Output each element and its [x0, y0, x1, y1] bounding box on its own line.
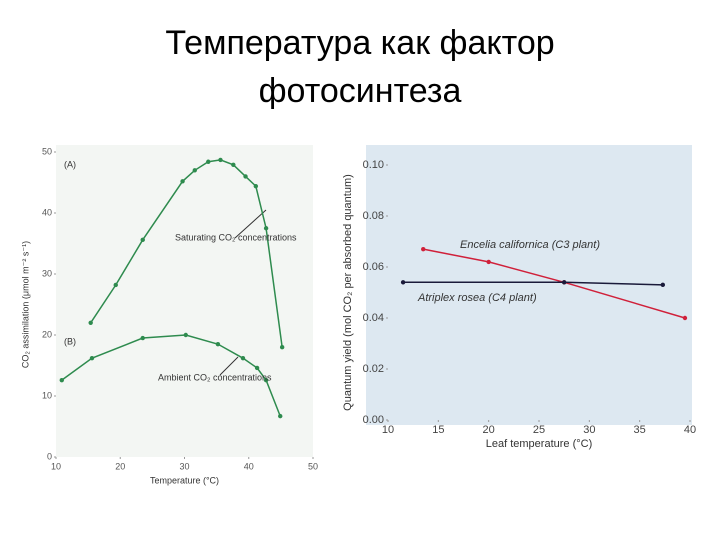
plot-background	[56, 145, 313, 457]
data-point	[180, 179, 185, 184]
series-label: Atriplex rosea (C4 plant)	[417, 292, 537, 304]
series-label: Ambient CO₂ concentrations	[158, 372, 272, 382]
x-tick-label: 30	[179, 461, 189, 471]
annotation: (B)	[64, 336, 76, 346]
data-point	[140, 237, 145, 243]
series-line	[423, 248, 686, 319]
y-tick-label: 0	[47, 451, 52, 461]
data-point	[113, 282, 118, 288]
x-tick-label: 30	[583, 424, 595, 436]
y-tick-label: 40	[42, 207, 52, 217]
leader-line	[219, 356, 239, 376]
data-point	[218, 157, 223, 163]
x-tick-label: 50	[308, 461, 318, 471]
data-point	[231, 162, 236, 168]
data-point	[682, 315, 688, 321]
y-tick-label: 0.00	[363, 414, 384, 426]
x-axis-label: Temperature (°C)	[150, 475, 219, 485]
data-point	[263, 377, 269, 383]
data-point	[279, 345, 285, 350]
data-point	[253, 183, 259, 189]
leader-line	[234, 209, 267, 239]
plot-background	[366, 145, 692, 425]
slide-title: фотосинтеза	[259, 72, 462, 110]
data-point	[254, 365, 260, 371]
y-tick-label: 0.02	[363, 363, 384, 375]
x-tick-label: 10	[51, 461, 61, 471]
annotation: (A)	[64, 159, 76, 169]
x-axis-label: Leaf temperature (°C)	[486, 438, 593, 450]
y-tick-label: 0.10	[363, 159, 384, 171]
x-tick-label: 40	[244, 461, 254, 471]
y-tick-label: 20	[42, 329, 52, 339]
data-point	[240, 355, 246, 361]
x-tick-label: 35	[634, 424, 646, 436]
data-point	[192, 168, 197, 173]
y-tick-label: 10	[42, 390, 52, 400]
x-tick-label: 20	[483, 424, 495, 436]
x-tick-label: 40	[684, 424, 696, 436]
y-axis-label: CO₂ assimilation (μmol m⁻² s⁻¹)	[20, 241, 30, 368]
data-point	[89, 355, 95, 361]
y-tick-label: 30	[42, 268, 52, 278]
x-tick-label: 25	[533, 424, 545, 436]
y-axis-label: Quantum yield (mol CO₂ per absorbed quan…	[342, 174, 354, 411]
series-label: Encelia californica (C3 plant)	[460, 239, 600, 251]
data-point	[206, 159, 211, 164]
data-point	[243, 174, 248, 179]
data-point	[183, 332, 188, 338]
data-point	[88, 320, 93, 325]
y-tick-label: 50	[42, 146, 52, 156]
data-point	[278, 413, 283, 419]
y-tick-label: 0.08	[363, 210, 384, 222]
data-point	[561, 280, 567, 285]
x-tick-label: 20	[115, 461, 125, 471]
data-point	[660, 282, 666, 288]
x-tick-label: 10	[382, 424, 394, 436]
x-tick-label: 15	[432, 424, 444, 436]
slide-title: Температура как фактор	[165, 24, 554, 62]
data-point	[400, 280, 406, 285]
y-tick-label: 0.06	[363, 261, 384, 273]
series-line	[90, 159, 283, 348]
data-point	[215, 341, 221, 347]
y-tick-label: 0.04	[363, 312, 384, 324]
series-label: Saturating CO₂ concentrations	[175, 232, 297, 242]
data-point	[59, 377, 64, 383]
data-point	[421, 246, 426, 252]
data-point	[486, 259, 491, 265]
data-point	[263, 226, 269, 231]
data-point	[140, 335, 145, 341]
